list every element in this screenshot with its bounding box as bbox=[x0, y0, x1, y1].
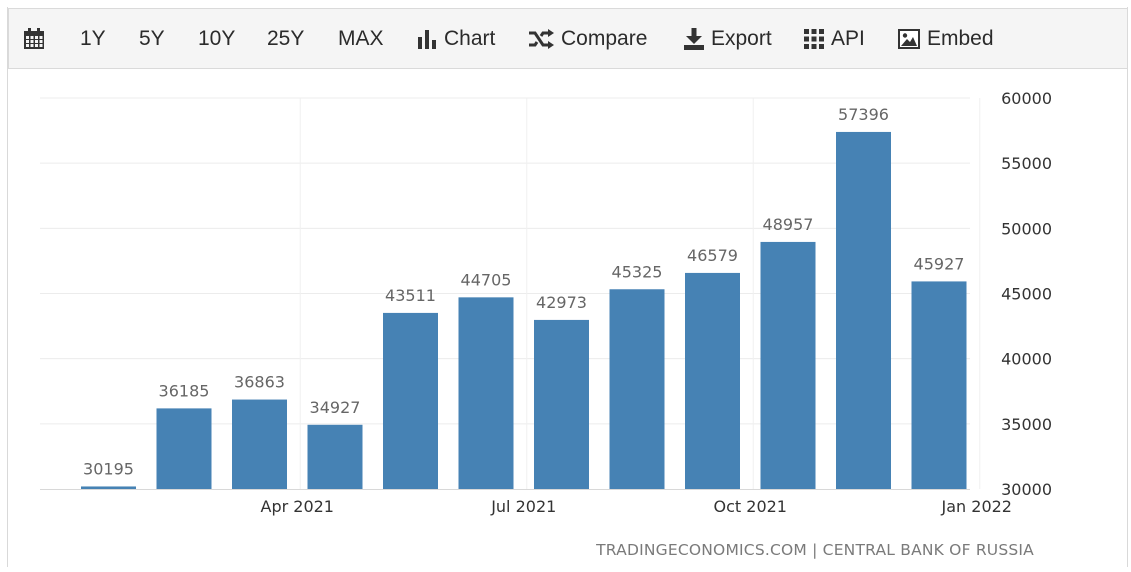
bar-value-label: 45325 bbox=[612, 262, 663, 281]
y-tick-label: 50000 bbox=[1001, 219, 1052, 238]
api-button[interactable]: API bbox=[804, 9, 865, 68]
compare-button[interactable]: Compare bbox=[528, 9, 647, 68]
range-10y-label: 10Y bbox=[198, 26, 236, 50]
image-icon bbox=[898, 28, 920, 49]
bar-value-label: 44705 bbox=[461, 270, 512, 289]
bar-value-label: 46579 bbox=[687, 246, 738, 265]
api-label: API bbox=[831, 26, 865, 50]
bar-value-label: 57396 bbox=[838, 105, 889, 124]
range-1y-button[interactable]: 1Y bbox=[80, 9, 106, 68]
embed-button[interactable]: Embed bbox=[898, 9, 994, 68]
bar bbox=[609, 289, 665, 489]
x-axis: Apr 2021 Jul 2021 Oct 2021 Jan 2022 bbox=[261, 497, 1012, 516]
bar-value-label: 43511 bbox=[385, 286, 436, 305]
x-tick-label: Jan 2022 bbox=[941, 497, 1012, 516]
toolbar: 1Y 5Y 10Y 25Y MAX Chart Compare bbox=[8, 8, 1128, 69]
data-labels: 30195 36185 36863 34927 43511 44705 42973 45325… bbox=[83, 105, 964, 479]
range-25y-label: 25Y bbox=[267, 26, 305, 50]
bar bbox=[307, 424, 363, 489]
bar bbox=[232, 399, 287, 489]
x-tick-label: Apr 2021 bbox=[261, 497, 334, 516]
x-tick-label: Jul 2021 bbox=[490, 497, 556, 516]
export-label: Export bbox=[711, 26, 772, 50]
bar-value-label: 34927 bbox=[310, 398, 361, 417]
export-button[interactable]: Export bbox=[684, 9, 772, 68]
bar bbox=[156, 408, 212, 489]
bar bbox=[685, 272, 740, 489]
range-max-label: MAX bbox=[338, 26, 384, 50]
chart-type-button[interactable]: Chart bbox=[417, 9, 495, 68]
calendar-icon bbox=[23, 27, 45, 50]
download-icon bbox=[684, 27, 704, 50]
chart-type-label: Chart bbox=[444, 26, 496, 50]
bar-value-label: 36185 bbox=[159, 381, 210, 400]
y-tick-label: 55000 bbox=[1001, 154, 1052, 173]
y-axis: 30000 35000 40000 45000 50000 55000 60000 bbox=[1001, 89, 1052, 499]
y-tick-label: 60000 bbox=[1001, 89, 1052, 108]
bar-value-label: 36863 bbox=[234, 373, 285, 392]
range-5y-button[interactable]: 5Y bbox=[139, 9, 165, 68]
bar bbox=[534, 319, 589, 489]
shuffle-icon bbox=[528, 28, 554, 49]
compare-label: Compare bbox=[561, 26, 648, 50]
y-tick-label: 45000 bbox=[1001, 285, 1052, 304]
bar-value-label: 45927 bbox=[914, 254, 965, 273]
bar bbox=[458, 297, 514, 489]
bar-value-label: 48957 bbox=[763, 215, 814, 234]
bar-chart-icon bbox=[417, 29, 437, 49]
bar-value-label: 30195 bbox=[83, 459, 134, 478]
grid-icon bbox=[804, 28, 824, 49]
bar-value-label: 42973 bbox=[536, 293, 587, 312]
y-tick-label: 40000 bbox=[1001, 350, 1052, 369]
range-1y-label: 1Y bbox=[80, 26, 106, 50]
bars bbox=[81, 131, 967, 490]
bar bbox=[911, 281, 967, 489]
x-tick-label: Oct 2021 bbox=[714, 497, 787, 516]
bar bbox=[81, 486, 136, 489]
y-tick-label: 30000 bbox=[1001, 480, 1052, 499]
range-10y-button[interactable]: 10Y bbox=[198, 9, 235, 68]
range-5y-label: 5Y bbox=[139, 26, 165, 50]
y-tick-label: 35000 bbox=[1001, 415, 1052, 434]
bar bbox=[383, 312, 438, 489]
range-max-button[interactable]: MAX bbox=[338, 9, 384, 68]
range-25y-button[interactable]: 25Y bbox=[267, 9, 304, 68]
calendar-button[interactable] bbox=[23, 9, 52, 68]
chart-frame bbox=[7, 7, 1128, 567]
bar bbox=[760, 241, 816, 489]
bar bbox=[836, 131, 891, 490]
chart-source: TRADINGECONOMICS.COM | CENTRAL BANK OF R… bbox=[596, 541, 1034, 559]
embed-label: Embed bbox=[927, 26, 994, 50]
